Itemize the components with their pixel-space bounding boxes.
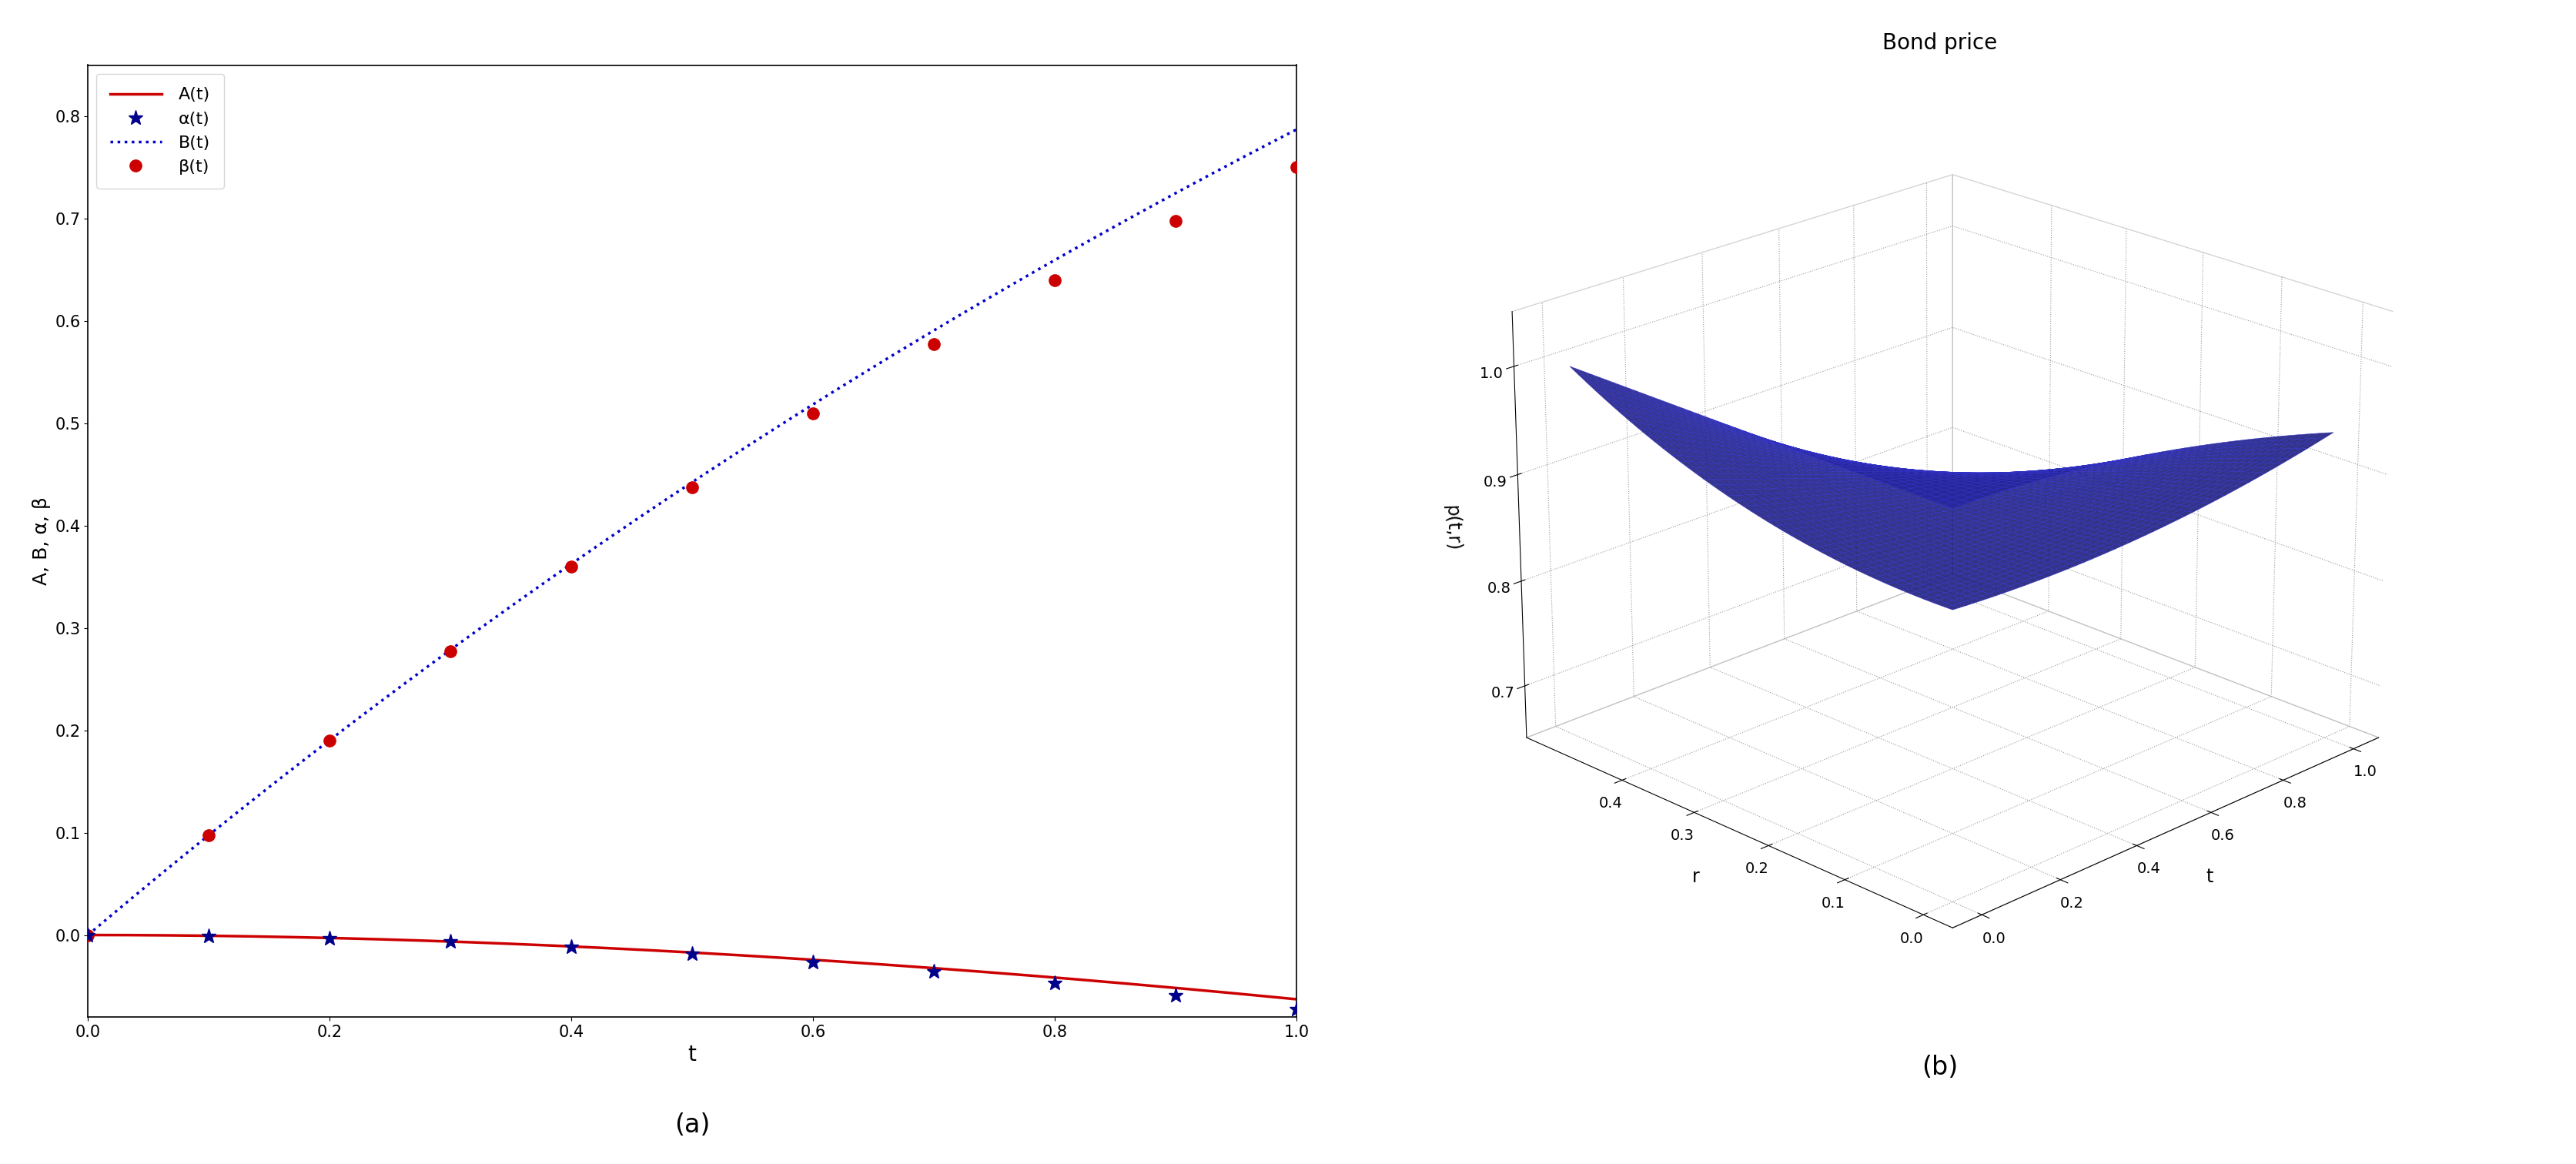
α(t) bbox=[314, 931, 345, 945]
α(t) bbox=[917, 965, 948, 979]
Text: (b): (b) bbox=[1922, 1055, 1958, 1080]
Line: α(t): α(t) bbox=[80, 928, 1303, 1017]
α(t) bbox=[1038, 975, 1069, 989]
X-axis label: t: t bbox=[2205, 867, 2213, 886]
β(t) bbox=[193, 829, 224, 843]
B(t) bbox=[72, 928, 103, 942]
A(t) bbox=[1064, 972, 1095, 986]
α(t) bbox=[799, 956, 829, 970]
B(t) bbox=[1064, 240, 1095, 254]
β(t) bbox=[1038, 274, 1069, 288]
B(t) bbox=[726, 442, 757, 456]
Legend: A(t), α(t), B(t), β(t): A(t), α(t), B(t), β(t) bbox=[95, 73, 224, 189]
A(t) bbox=[791, 952, 822, 966]
β(t) bbox=[1280, 161, 1311, 175]
X-axis label: t: t bbox=[688, 1044, 696, 1065]
B(t) bbox=[1252, 137, 1283, 151]
A(t) bbox=[726, 949, 757, 963]
A(t) bbox=[72, 928, 103, 942]
β(t) bbox=[435, 644, 466, 658]
B(t) bbox=[1280, 122, 1311, 136]
Y-axis label: A, B, α, β: A, B, α, β bbox=[31, 497, 52, 585]
α(t) bbox=[1280, 1002, 1311, 1016]
Y-axis label: r: r bbox=[1692, 867, 1700, 886]
B(t) bbox=[647, 496, 677, 510]
α(t) bbox=[435, 935, 466, 949]
α(t) bbox=[1159, 988, 1190, 1002]
A(t) bbox=[647, 944, 677, 958]
β(t) bbox=[314, 733, 345, 747]
Title: Bond price: Bond price bbox=[1883, 33, 1996, 54]
β(t) bbox=[799, 406, 829, 420]
β(t) bbox=[677, 481, 708, 495]
α(t) bbox=[556, 941, 587, 954]
α(t) bbox=[193, 929, 224, 943]
A(t) bbox=[1280, 992, 1311, 1006]
β(t) bbox=[556, 560, 587, 574]
Line: B(t): B(t) bbox=[88, 129, 1296, 935]
Line: A(t): A(t) bbox=[88, 935, 1296, 999]
B(t) bbox=[654, 490, 685, 504]
β(t) bbox=[917, 336, 948, 350]
β(t) bbox=[72, 928, 103, 942]
Line: β(t): β(t) bbox=[82, 162, 1303, 941]
β(t) bbox=[1159, 214, 1190, 228]
Text: (a): (a) bbox=[675, 1112, 711, 1137]
α(t) bbox=[72, 928, 103, 942]
B(t) bbox=[791, 402, 822, 416]
α(t) bbox=[677, 947, 708, 961]
A(t) bbox=[654, 944, 685, 958]
A(t) bbox=[1252, 989, 1283, 1003]
